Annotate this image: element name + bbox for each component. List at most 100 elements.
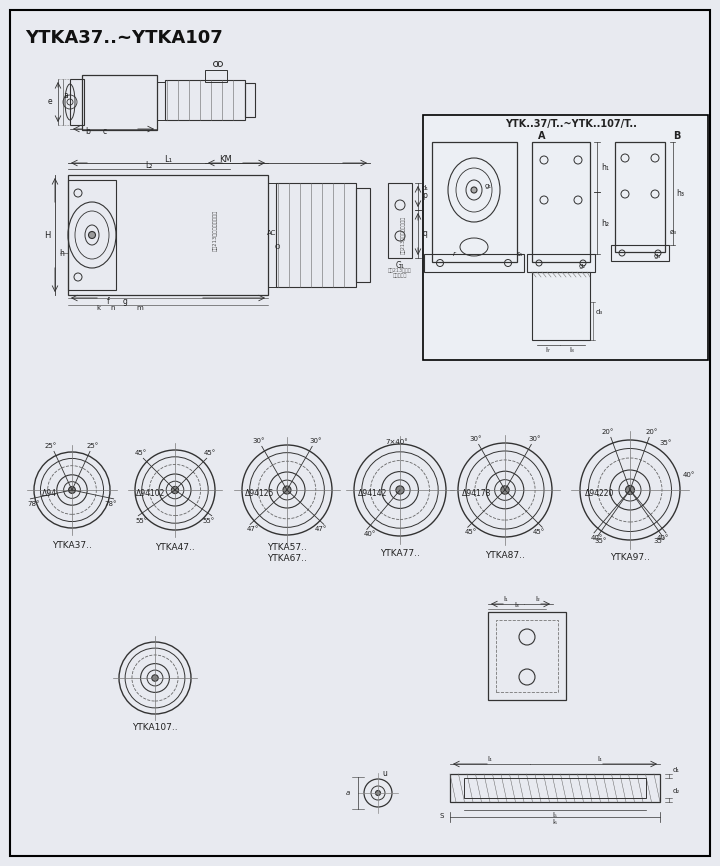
Bar [245, 83, 255, 117]
Text: SUN: SUN [73, 366, 116, 384]
Text: n: n [111, 305, 115, 311]
Text: SUNKUN DRIVE: SUNKUN DRIVE [480, 616, 538, 624]
Text: l₄: l₄ [598, 756, 603, 762]
Text: SUNKUN DRIVE: SUNKUN DRIVE [260, 396, 318, 404]
Text: 55°: 55° [135, 518, 148, 524]
Text: h₃: h₃ [676, 189, 684, 197]
Text: 30°: 30° [253, 438, 265, 444]
Text: YTKA47..: YTKA47.. [155, 544, 195, 553]
Text: l₂: l₂ [536, 596, 541, 602]
Text: 25°: 25° [45, 443, 57, 449]
Text: 47°: 47° [315, 527, 327, 533]
Bar [532, 142, 590, 262]
Text: H: H [44, 230, 50, 240]
Bar [615, 142, 665, 252]
Circle shape [283, 486, 291, 494]
Text: SUNKUN DRIVE: SUNKUN DRIVE [85, 396, 143, 404]
Text: a: a [63, 91, 68, 100]
Text: h: h [60, 249, 64, 257]
Bar [82, 75, 157, 130]
Text: l₆: l₆ [552, 819, 557, 825]
Bar [464, 778, 646, 798]
Text: g₃: g₃ [654, 253, 660, 259]
Text: YTKA37..: YTKA37.. [52, 541, 92, 551]
Text: g₂: g₂ [578, 263, 585, 269]
Text: KUN: KUN [112, 366, 155, 384]
Text: 上坤传动: 上坤传动 [297, 605, 320, 615]
Text: 上坤传动: 上坤传动 [102, 385, 126, 395]
Text: l₁: l₁ [503, 596, 508, 602]
Text: 见图213页附录电机尺寸表: 见图213页附录电机尺寸表 [400, 216, 405, 254]
Bar [268, 183, 276, 287]
Bar [532, 272, 590, 340]
Circle shape [376, 791, 380, 796]
Text: 40°: 40° [683, 472, 695, 478]
Text: KUN: KUN [112, 586, 155, 604]
Text: Δ94125: Δ94125 [246, 488, 275, 497]
Text: 45°: 45° [134, 450, 146, 456]
Text: L₂: L₂ [145, 161, 153, 170]
Text: 45°: 45° [533, 529, 545, 535]
Text: l₇: l₇ [546, 347, 550, 353]
Text: AC: AC [267, 230, 276, 236]
Text: 40°: 40° [591, 535, 603, 541]
Text: ø₃: ø₃ [670, 229, 677, 235]
Text: 上坤传动: 上坤传动 [498, 605, 521, 615]
Text: 35°: 35° [660, 440, 672, 446]
Text: KM: KM [219, 156, 231, 165]
Bar [424, 254, 524, 272]
Text: k: k [96, 305, 100, 311]
Text: 20°: 20° [602, 430, 614, 436]
Bar [496, 620, 558, 692]
Text: p: p [423, 191, 428, 201]
Text: YTKA57..
YTKA67..: YTKA57.. YTKA67.. [267, 543, 307, 563]
Circle shape [501, 486, 509, 494]
Bar [450, 774, 660, 802]
Bar [432, 142, 517, 262]
Text: 7×40°: 7×40° [386, 439, 408, 445]
Text: f: f [107, 296, 109, 306]
Circle shape [171, 487, 179, 494]
Text: h₂: h₂ [601, 218, 609, 228]
Circle shape [396, 486, 404, 494]
Text: 见图213页附录
电机尺寸表: 见图213页附录 电机尺寸表 [388, 268, 412, 278]
Text: 30°: 30° [469, 436, 482, 443]
Text: YTKA97..: YTKA97.. [610, 553, 650, 563]
Text: g: g [122, 296, 127, 306]
Text: YTKA107..: YTKA107.. [132, 723, 178, 733]
Text: Δ94220: Δ94220 [585, 488, 615, 497]
Text: B: B [673, 131, 680, 141]
Text: a: a [346, 790, 350, 796]
Circle shape [89, 231, 96, 238]
Text: c: c [103, 126, 107, 135]
Text: 78°: 78° [27, 501, 40, 507]
Text: SUN: SUN [73, 586, 116, 604]
Text: l₄: l₄ [487, 756, 492, 762]
Bar [388, 183, 412, 258]
Bar [70, 79, 84, 125]
Text: YTKA87..: YTKA87.. [485, 551, 525, 559]
Bar [423, 115, 708, 360]
Text: SUN: SUN [438, 366, 481, 384]
Text: YTKA37..~YTKA107: YTKA37..~YTKA107 [25, 29, 222, 47]
Text: g₁: g₁ [485, 183, 492, 189]
Text: YTKA77..: YTKA77.. [380, 550, 420, 559]
Text: l₃: l₃ [515, 602, 519, 608]
Bar [68, 180, 116, 290]
Text: Δ94178: Δ94178 [462, 488, 492, 497]
Text: r: r [453, 251, 456, 257]
Text: u: u [382, 768, 387, 778]
Bar [68, 175, 268, 295]
Bar [527, 254, 595, 272]
Text: 上坤传动: 上坤传动 [467, 385, 491, 395]
Text: 上坤传动: 上坤传动 [102, 605, 126, 615]
Text: 47°: 47° [247, 527, 259, 533]
Text: 35°: 35° [595, 538, 607, 544]
Circle shape [471, 187, 477, 193]
Text: 55°: 55° [202, 518, 215, 524]
Bar [157, 82, 165, 120]
Text: Δ94142: Δ94142 [358, 488, 387, 497]
Text: KUN: KUN [477, 366, 520, 384]
Text: L₁: L₁ [164, 154, 172, 164]
Text: G₁: G₁ [395, 261, 405, 269]
